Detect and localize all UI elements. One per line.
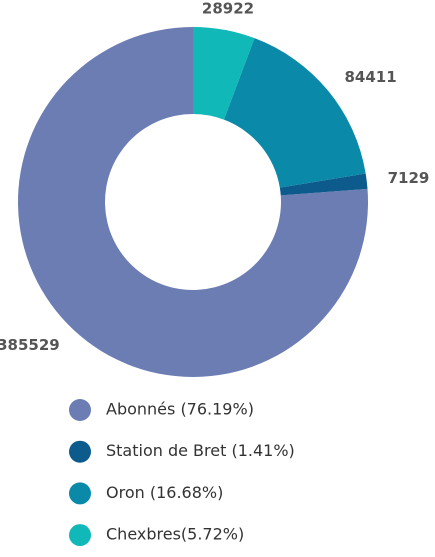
donut-slice: [193, 27, 255, 120]
legend-label: Oron (16.68%): [106, 483, 223, 502]
donut-slice: [17, 27, 368, 377]
donut-slice: [223, 38, 366, 188]
legend-marker: [69, 399, 91, 421]
legend-label: Chexbres(5.72%): [106, 525, 244, 544]
legend-label: Abonnés (76.19%): [106, 400, 254, 419]
legend-marker: [69, 524, 91, 547]
legend-marker: [69, 482, 91, 505]
legend-marker: [69, 440, 91, 463]
donut-slice: [279, 173, 368, 196]
value-label: 84411: [344, 68, 396, 86]
value-label: 28922: [202, 0, 254, 18]
value-label: 385529: [0, 336, 60, 354]
value-label: 7129: [388, 169, 430, 187]
legend-label: Station de Bret (1.41%): [106, 441, 295, 460]
